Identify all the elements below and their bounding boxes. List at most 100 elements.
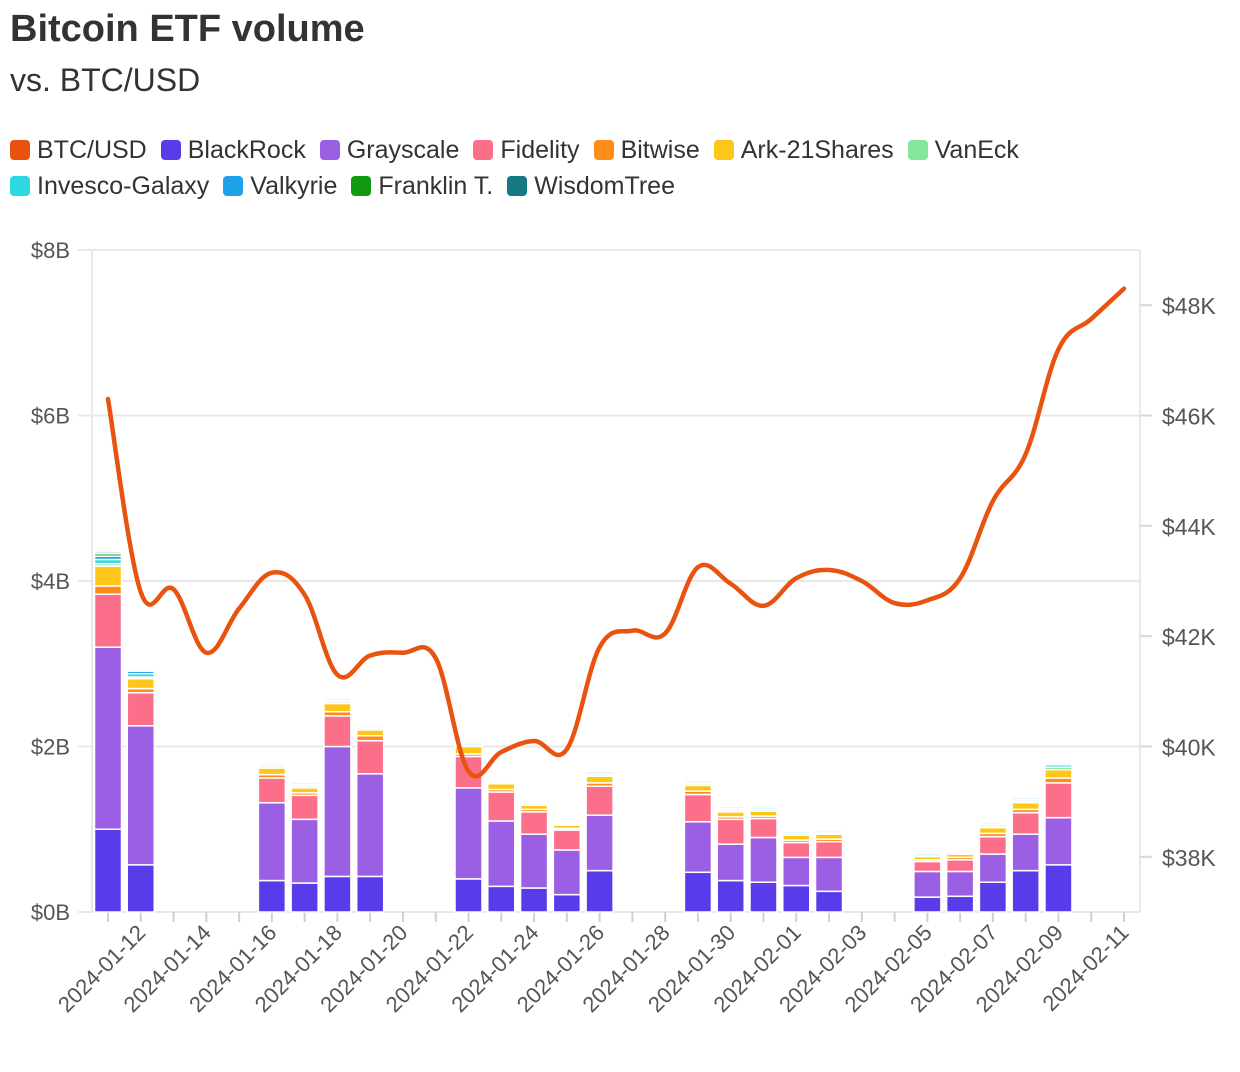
legend-label: BTC/USD — [37, 135, 147, 164]
bar-segment-wisdomtree — [913, 849, 942, 853]
y-right-tick-label: $42K — [1162, 624, 1216, 650]
bar-segment-grayscale — [93, 646, 123, 831]
legend-item-fidelity[interactable]: Fidelity — [473, 135, 580, 164]
bar-segment-fidelity — [683, 793, 713, 823]
bar-segment-valkyrie — [519, 801, 549, 805]
legend-label: Fidelity — [500, 135, 580, 164]
bar-segment-blackrock — [519, 887, 549, 913]
bar-segment-blackrock — [323, 875, 352, 913]
bar-segment-wisdomtree — [454, 738, 483, 742]
y-right-tick-label: $46K — [1162, 404, 1216, 430]
legend-item-wisdomtree[interactable]: WisdomTree — [507, 172, 675, 200]
bar-segment-ark-21shares — [585, 775, 614, 784]
bar-segment-blackrock — [782, 884, 811, 913]
legend-label: Bitwise — [620, 135, 700, 164]
bar-segment-blackrock — [454, 878, 483, 913]
bar-segment-grayscale — [519, 833, 549, 889]
bar-segment-ark-21shares — [126, 677, 156, 690]
legend-label: Valkyrie — [250, 171, 338, 200]
legend-label: Invesco-Galaxy — [37, 171, 210, 200]
bar-segment-blackrock — [290, 882, 319, 913]
bar-segment-blackrock — [814, 890, 844, 913]
bar-segment-grayscale — [126, 725, 156, 866]
bar-segment-blackrock — [257, 879, 287, 913]
bar-segment-blackrock — [978, 881, 1008, 913]
legend-item-ark-21shares[interactable]: Ark-21Shares — [713, 136, 894, 164]
chart-legend: BTC/USD BlackRock Grayscale Fidelity Bitwise… — [10, 136, 1150, 200]
y-left-tick-label: $6B — [31, 404, 70, 429]
bar-segment-blackrock — [552, 893, 582, 913]
bar-segment-fidelity — [716, 818, 745, 845]
legend-label: Franklin T. — [378, 171, 494, 200]
bar-segment-grayscale — [487, 820, 516, 888]
bar-segment-blackrock — [913, 896, 942, 913]
bar-segment-grayscale — [945, 870, 975, 898]
bar-segment-fidelity — [323, 715, 352, 748]
y-left-tick-label: $0B — [31, 900, 70, 925]
legend-item-invesco-galaxy[interactable]: Invesco-Galaxy — [10, 172, 209, 200]
chart-subtitle: vs. BTC/USD — [10, 62, 201, 98]
bar-segment-ark-21shares — [1011, 802, 1040, 811]
bar-segment-grayscale — [323, 745, 352, 878]
bar-segment-grayscale — [355, 773, 385, 878]
bar-segment-wisdomtree — [716, 803, 745, 807]
bar-segment-grayscale — [585, 814, 614, 872]
bar-segment-wisdomtree — [1044, 759, 1073, 763]
legend-item-vaneck[interactable]: VanEck — [907, 136, 1019, 164]
bar-segment-blackrock — [355, 875, 385, 913]
legend-item-franklin-t-[interactable]: Franklin T. — [351, 172, 493, 200]
bar-segment-valkyrie — [945, 849, 975, 853]
bar-segment-wisdomtree — [683, 777, 713, 781]
bar-segment-ark-21shares — [93, 565, 123, 587]
y-left-tick-label: $2B — [31, 735, 70, 760]
bar-segment-fidelity — [782, 841, 811, 859]
legend-swatch — [713, 140, 734, 160]
bar-segment-blackrock — [749, 881, 778, 913]
legend-item-blackrock[interactable]: BlackRock — [160, 136, 306, 164]
bar-segment-wisdomtree — [257, 759, 287, 763]
legend-item-bitwise[interactable]: Bitwise — [593, 135, 700, 164]
bar-segment-fidelity — [487, 791, 516, 822]
bar-segment-grayscale — [913, 870, 942, 898]
bar-segment-grayscale — [290, 818, 319, 884]
bar-segment-ark-21shares — [355, 729, 385, 737]
bar-segment-ark-21shares — [683, 784, 713, 792]
bar-segment-fidelity — [1011, 811, 1040, 835]
bar-segment-wisdomtree — [814, 827, 844, 830]
bar-segment-grayscale — [1044, 816, 1073, 866]
y-right-tick-label: $44K — [1162, 514, 1216, 540]
bar-segment-wisdomtree — [749, 803, 778, 807]
bar-segment-grayscale — [1011, 833, 1040, 872]
y-right-tick-label: $48K — [1162, 293, 1216, 319]
bar-segment-blackrock — [1044, 864, 1073, 913]
bar-segment-grayscale — [257, 802, 287, 882]
bar-segment-fidelity — [1044, 782, 1073, 819]
bar-segment-grayscale — [978, 853, 1008, 883]
legend-swatch — [223, 176, 244, 196]
bar-segment-grayscale — [552, 849, 582, 896]
legend-label: WisdomTree — [534, 171, 675, 200]
bar-segment-wisdomtree — [1011, 794, 1040, 798]
bar-segment-ark-21shares — [257, 767, 287, 776]
bar-segment-wisdomtree — [93, 551, 123, 555]
legend-item-valkyrie[interactable]: Valkyrie — [223, 172, 337, 200]
bar-segment-blackrock — [945, 895, 975, 913]
bar-segment-wisdomtree — [585, 768, 614, 772]
legend-swatch — [473, 140, 494, 160]
btc-usd-line — [105, 286, 1127, 779]
bar-segment-grayscale — [782, 856, 811, 887]
legend-item-grayscale[interactable]: Grayscale — [319, 135, 460, 164]
bar-segment-blackrock — [585, 869, 614, 913]
legend-label: Grayscale — [346, 135, 460, 164]
bar-segment-fidelity — [519, 811, 549, 835]
bar-segment-blackrock — [683, 871, 713, 913]
bar-segment-fidelity — [913, 860, 942, 873]
bar-segment-blackrock — [1011, 869, 1040, 913]
y-right-tick-label: $40K — [1162, 735, 1216, 761]
bar-segment-ark-21shares — [323, 702, 352, 713]
bar-segment-ark-21shares — [1044, 768, 1073, 779]
bar-segment-bitwise — [93, 585, 123, 595]
legend-swatch — [351, 176, 372, 196]
legend-item-btc-usd[interactable]: BTC/USD — [10, 136, 147, 164]
bar-segment-grayscale — [814, 856, 844, 893]
